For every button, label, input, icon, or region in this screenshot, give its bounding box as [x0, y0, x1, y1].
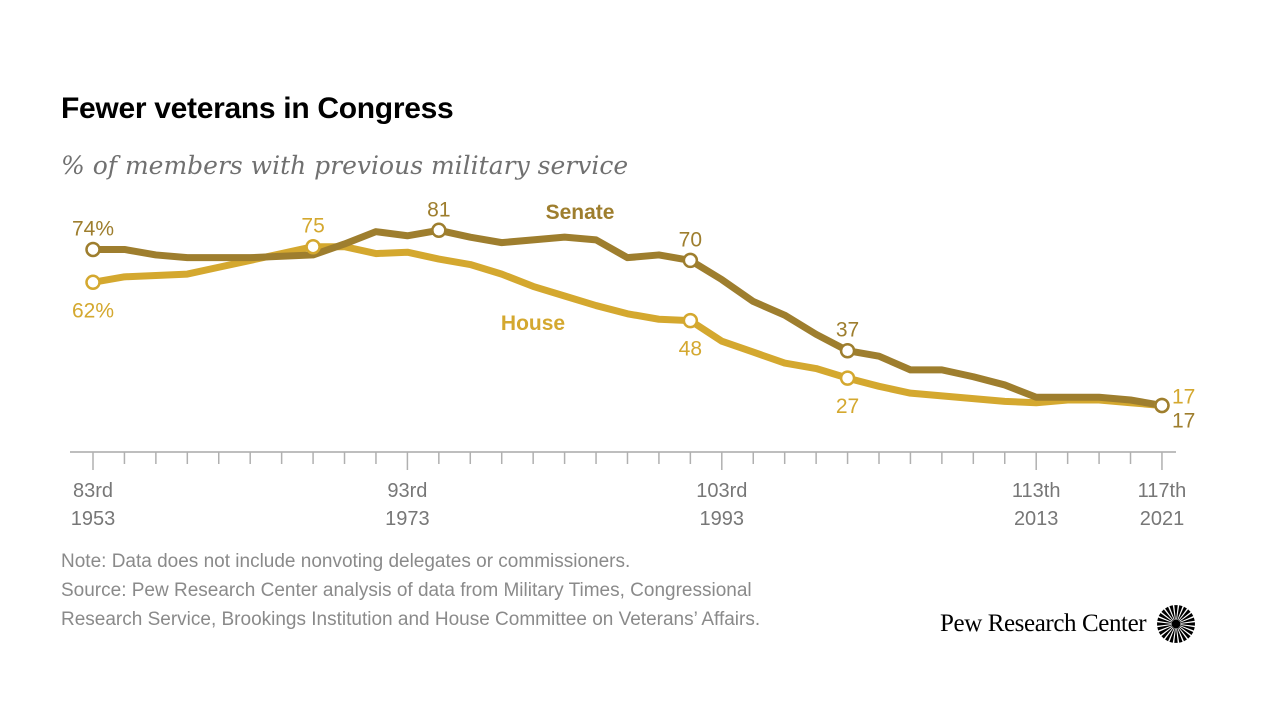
senate-point-marker	[682, 252, 699, 269]
data-label: 48	[679, 338, 702, 361]
data-label: 17	[1172, 385, 1195, 408]
senate-series-label: Senate	[546, 201, 615, 224]
sunburst-ray	[1158, 613, 1173, 623]
sunburst-ray	[1169, 605, 1176, 621]
sunburst-ray	[1174, 628, 1178, 643]
sunburst-ray	[1178, 627, 1188, 642]
sunburst-ray	[1178, 609, 1191, 622]
x-tick-label: 117th	[1138, 480, 1187, 502]
sunburst-ray	[1158, 625, 1173, 635]
sunburst-center	[1171, 619, 1181, 629]
source-text-line-2: Research Service, Brookings Institution …	[61, 609, 761, 630]
x-tick-year: 1993	[700, 508, 745, 530]
sunburst-ray	[1161, 609, 1174, 622]
house-series-label: House	[501, 312, 565, 335]
house-point-marker	[682, 312, 699, 329]
sunburst-ray	[1177, 627, 1183, 643]
senate-point-marker	[85, 241, 101, 258]
sunburst-ray	[1165, 606, 1175, 621]
sunburst-ray	[1165, 627, 1175, 642]
pew-logo: Pew Research Center	[940, 604, 1196, 644]
x-tick-year: 1973	[385, 508, 430, 530]
house-point-marker	[305, 238, 321, 255]
data-label: 75	[301, 215, 324, 238]
sunburst-icon	[1157, 605, 1196, 643]
senate-point-marker	[839, 342, 856, 359]
data-label: 81	[427, 198, 450, 221]
x-tick-year: 2021	[1140, 508, 1185, 530]
sunburst-ray	[1161, 626, 1174, 639]
sunburst-ray	[1180, 622, 1196, 626]
house-point-marker	[85, 274, 101, 291]
x-tick-year: 1953	[71, 508, 116, 530]
data-label: 74%	[72, 217, 114, 240]
data-label: 70	[679, 228, 702, 251]
chart-title: Fewer veterans in Congress	[61, 92, 454, 125]
data-label: 27	[836, 395, 859, 418]
sunburst-ray	[1178, 606, 1188, 621]
x-tick-label: 93rd	[387, 480, 427, 502]
sunburst-ray	[1157, 624, 1173, 631]
x-tick-year: 2013	[1014, 508, 1059, 530]
senate-point-marker	[1154, 397, 1170, 414]
sunburst-ray	[1174, 605, 1178, 620]
sunburst-ray	[1179, 613, 1194, 623]
sunburst-ray	[1169, 627, 1176, 643]
source-text-line-1: Source: Pew Research Center analysis of …	[61, 580, 752, 601]
note-text: Note: Data does not include nonvoting de…	[61, 551, 631, 572]
sunburst-ray	[1157, 622, 1173, 626]
footer-notes: Note: Data does not include nonvoting de…	[61, 547, 760, 634]
sunburst-ray	[1178, 626, 1191, 639]
data-label: 17	[1172, 409, 1195, 432]
logo-text: Pew Research Center	[940, 610, 1147, 637]
sunburst-ray	[1180, 624, 1195, 631]
chart-subtitle: % of members with previous military serv…	[61, 151, 629, 180]
x-tick-label: 113th	[1012, 480, 1061, 502]
sunburst-ray	[1180, 617, 1195, 624]
house-point-marker	[839, 370, 856, 386]
sunburst-ray	[1157, 617, 1173, 624]
sunburst-ray	[1179, 625, 1194, 635]
senate-line	[89, 226, 1166, 409]
data-label: 62%	[72, 299, 114, 322]
x-tick-label: 83rd	[73, 480, 113, 502]
senate-point-marker	[431, 222, 447, 239]
data-label: 37	[836, 319, 859, 342]
sunburst-ray	[1177, 605, 1183, 621]
x-tick-label: 103rd	[696, 480, 747, 502]
